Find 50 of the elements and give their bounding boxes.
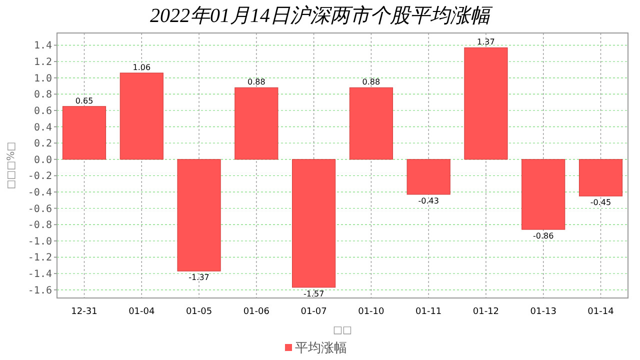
- x-tick-label: 01-07: [300, 307, 327, 317]
- bar: [234, 87, 278, 160]
- y-tick-label: -1.2: [28, 252, 52, 264]
- x-axis-title: □□: [333, 325, 352, 336]
- y-tick-label: -0.6: [28, 204, 52, 215]
- data-label: -0.86: [533, 232, 554, 241]
- bar: [62, 106, 106, 160]
- bar: [406, 159, 450, 195]
- bar: [578, 159, 623, 196]
- bar: [522, 159, 566, 230]
- data-label: 1.06: [132, 62, 151, 72]
- bar: [292, 159, 336, 288]
- y-tick-label: 0.2: [34, 138, 52, 150]
- x-tick-label: 01-04: [128, 307, 155, 317]
- data-label: -1.37: [188, 273, 210, 282]
- x-tick-label: 01-12: [472, 307, 500, 317]
- y-tick-label: 0.0: [34, 154, 52, 166]
- data-label: 0.88: [362, 78, 380, 87]
- data-label: -0.45: [590, 198, 612, 208]
- y-tick-label: -1.4: [28, 269, 52, 280]
- x-tick-label: 01-13: [530, 307, 556, 317]
- x-tick-label: 01-11: [416, 307, 442, 317]
- y-axis-title: □□□%□: [6, 142, 17, 190]
- x-tick-label: 01-06: [243, 307, 270, 317]
- x-tick-label: 01-14: [588, 307, 614, 317]
- data-label: 0.65: [75, 96, 94, 106]
- bar: [177, 159, 221, 272]
- data-label: -0.43: [418, 196, 439, 206]
- y-tick-label: -0.2: [28, 171, 52, 182]
- data-label: 1.37: [477, 38, 495, 47]
- y-tick-label: -1.0: [28, 236, 52, 248]
- y-tick-label: 1.0: [34, 73, 52, 84]
- bar: [349, 87, 393, 160]
- y-tick-label: 1.2: [34, 57, 52, 68]
- chart-title: 2022年01月14日沪深两市个股平均涨幅: [150, 4, 493, 27]
- bar: [120, 72, 164, 160]
- y-tick-label: 0.6: [34, 106, 52, 117]
- x-tick-label: 12-31: [71, 307, 98, 317]
- y-tick-label: 0.4: [34, 122, 52, 134]
- y-tick-label: -0.4: [28, 188, 52, 198]
- data-label: -1.57: [303, 289, 324, 298]
- y-tick-label: 0.8: [34, 90, 52, 101]
- legend-label: 平均涨幅: [295, 341, 347, 356]
- x-tick-label: 01-05: [186, 307, 212, 317]
- bar: [464, 47, 508, 160]
- x-tick-label: 01-10: [358, 307, 385, 317]
- y-tick-label: -1.6: [28, 285, 52, 296]
- y-tick-label: 1.4: [34, 40, 52, 52]
- data-label: 0.88: [248, 78, 266, 87]
- y-tick-label: -0.8: [28, 220, 52, 232]
